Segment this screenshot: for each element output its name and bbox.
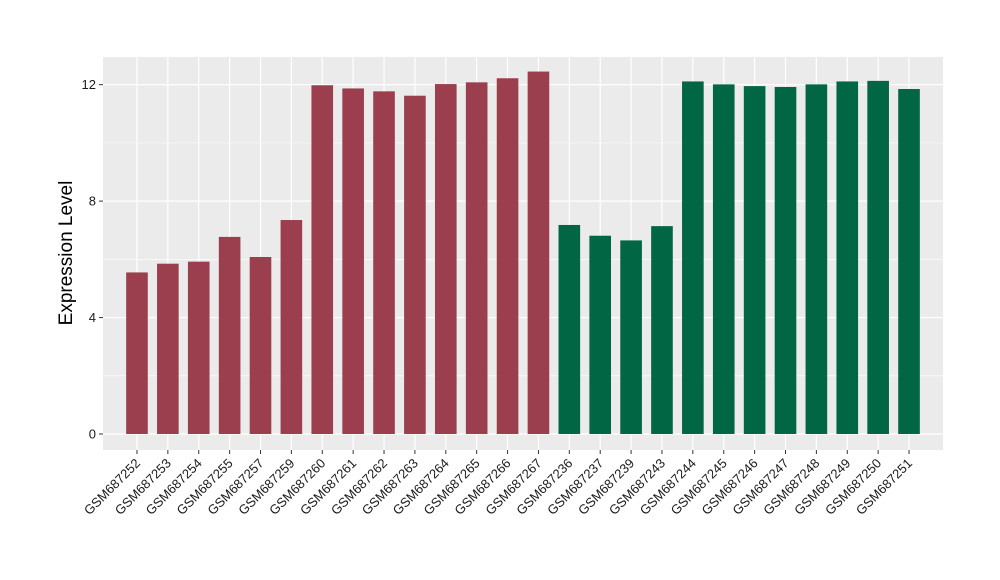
bar-GSM687243 bbox=[651, 226, 673, 434]
bar-GSM687245 bbox=[712, 84, 735, 434]
bar-GSM687257 bbox=[249, 256, 272, 434]
bar-GSM687254 bbox=[187, 261, 210, 434]
bar-GSM687266 bbox=[496, 78, 519, 434]
bar-GSM687237 bbox=[589, 235, 612, 434]
bars bbox=[126, 71, 920, 434]
bar-GSM687264 bbox=[434, 84, 457, 434]
bar-GSM687263 bbox=[404, 95, 426, 434]
bar-GSM687246 bbox=[743, 86, 766, 434]
bar-GSM687255 bbox=[218, 236, 241, 434]
bar-GSM687262 bbox=[373, 91, 395, 434]
y-tick-label: 0 bbox=[89, 426, 96, 441]
bar-GSM687244 bbox=[682, 81, 704, 434]
bar-GSM687267 bbox=[527, 71, 550, 434]
x-axis: GSM687252GSM687253GSM687254GSM687255GSM6… bbox=[81, 450, 915, 518]
y-tick-label: 4 bbox=[89, 310, 96, 325]
bar-GSM687261 bbox=[342, 88, 364, 434]
bar-GSM687265 bbox=[465, 82, 488, 434]
bar-GSM687239 bbox=[620, 240, 642, 434]
y-tick-label: 8 bbox=[89, 194, 96, 209]
bar-GSM687252 bbox=[126, 272, 148, 434]
bar-GSM687249 bbox=[836, 81, 859, 434]
bar-GSM687253 bbox=[157, 263, 179, 434]
bar-GSM687236 bbox=[558, 224, 581, 434]
minor-gridlines bbox=[103, 142, 943, 377]
plot-panel bbox=[103, 57, 943, 450]
y-axis-title: Expression Level bbox=[56, 181, 77, 326]
bar-GSM687251 bbox=[898, 89, 920, 434]
y-axis: 0 4 8 12 bbox=[82, 77, 103, 441]
bar-GSM687247 bbox=[774, 86, 797, 434]
y-tick-label: 12 bbox=[82, 77, 96, 92]
bar-GSM687250 bbox=[867, 80, 889, 434]
bar-GSM687259 bbox=[280, 220, 303, 434]
bar-GSM687248 bbox=[805, 84, 828, 434]
bar-GSM687260 bbox=[311, 85, 334, 434]
